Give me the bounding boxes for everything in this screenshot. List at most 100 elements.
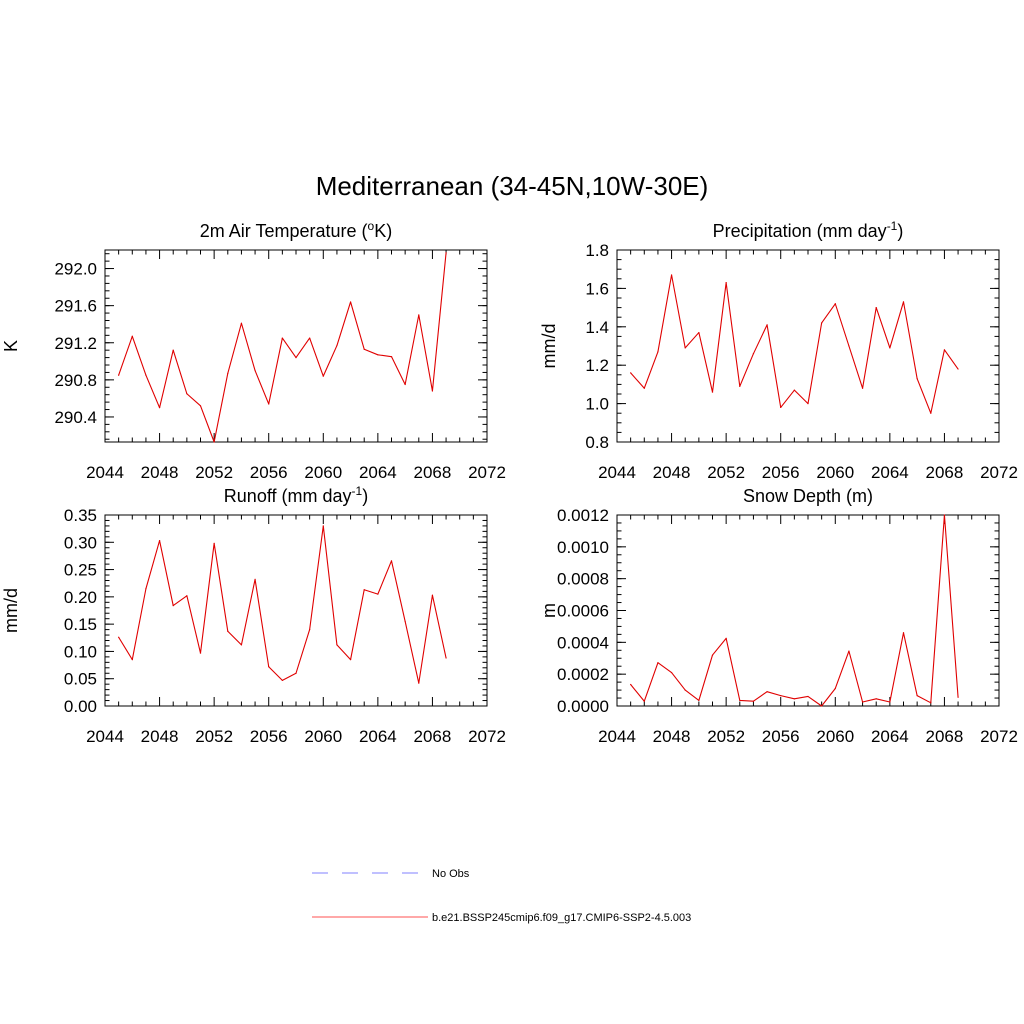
data-point <box>363 589 365 591</box>
data-point <box>172 349 174 351</box>
data-point <box>766 691 768 693</box>
x-tick-label: 2052 <box>707 727 745 746</box>
y-tick-label: 1.0 <box>585 395 609 414</box>
data-point <box>158 540 161 542</box>
data-point <box>145 374 147 376</box>
y-tick-label: 0.0008 <box>557 570 609 589</box>
data-point <box>630 372 632 374</box>
y-tick-label: 291.2 <box>54 334 97 353</box>
data-point <box>957 696 959 698</box>
figure-title: Mediterranean (34-45N,10W-30E) <box>316 171 709 201</box>
data-point <box>739 385 741 387</box>
data-point <box>363 348 365 350</box>
data-point <box>377 354 379 356</box>
data-point <box>752 700 755 702</box>
data-point <box>322 375 324 377</box>
data-point <box>711 654 714 656</box>
y-tick-label: 0.0010 <box>557 538 609 557</box>
x-tick-label: 2068 <box>926 727 964 746</box>
panel-1: 2044 2048 2052 2056 2060 2064 2068 2072 290.4 290… <box>1 219 506 482</box>
data-point <box>418 314 420 316</box>
data-point <box>725 282 727 284</box>
panel-title: Runoff (mm day-1) <box>224 484 368 506</box>
y-tick-label: 0.00 <box>64 697 97 716</box>
panel-title: 2m Air Temperature (oK) <box>200 219 392 241</box>
data-point <box>445 252 447 254</box>
data-point <box>821 322 823 324</box>
data-point <box>349 659 352 661</box>
x-tick-label: 2072 <box>468 727 506 746</box>
x-tick-label: 2052 <box>195 463 233 482</box>
data-point <box>834 303 836 305</box>
legend-obs-label: No Obs <box>432 868 470 880</box>
data-point <box>698 699 700 702</box>
data-point <box>254 369 256 372</box>
x-tick-label: 2064 <box>359 727 397 746</box>
data-point <box>657 662 659 664</box>
data-point <box>186 393 188 395</box>
y-tick-label: 0.35 <box>64 506 97 525</box>
y-tick-label: 0.0012 <box>557 506 609 525</box>
y-tick-label: 0.0002 <box>557 665 609 684</box>
y-tick-label: 290.4 <box>54 408 97 427</box>
data-point <box>431 594 434 596</box>
data-point <box>390 560 393 562</box>
data-point <box>793 389 795 391</box>
x-tick-label: 2064 <box>871 727 909 746</box>
x-tick-label: 2044 <box>598 463 636 482</box>
data-point <box>902 301 905 303</box>
x-tick-label: 2044 <box>86 463 124 482</box>
data-point <box>861 701 864 703</box>
data-point <box>322 525 324 527</box>
data-point <box>875 698 877 700</box>
x-tick-label: 2068 <box>414 727 452 746</box>
y-tick-label: 1.4 <box>585 318 609 337</box>
data-point <box>309 337 311 339</box>
data-point <box>404 383 406 386</box>
data-point <box>780 695 782 697</box>
data-point <box>213 441 215 443</box>
data-point <box>930 702 932 704</box>
panel-2: 2044 2048 2052 2056 2060 2064 2068 2072 0.8 1.0 1.… <box>539 219 1018 482</box>
x-tick-label: 2052 <box>195 727 233 746</box>
data-point <box>752 353 755 355</box>
y-tick-label: 0.8 <box>585 433 609 452</box>
x-tick-label: 2068 <box>926 463 964 482</box>
data-point <box>281 337 283 339</box>
data-point <box>861 387 864 389</box>
data-point <box>199 405 202 407</box>
data-point <box>780 406 782 409</box>
x-tick-label: 2048 <box>141 463 179 482</box>
data-point <box>186 595 188 597</box>
y-tick-label: 0.25 <box>64 561 97 580</box>
data-point <box>889 347 891 349</box>
x-tick-label: 2064 <box>871 463 909 482</box>
panel-title: Precipitation (mm day-1) <box>713 219 904 241</box>
data-point <box>684 347 686 349</box>
data-point <box>943 514 946 516</box>
data-point <box>336 344 338 347</box>
y-tick-label: 0.30 <box>64 533 97 552</box>
y-tick-label: 0.15 <box>64 615 97 634</box>
data-point <box>670 274 673 276</box>
x-tick-label: 2072 <box>468 463 506 482</box>
data-point <box>295 672 297 674</box>
data-point <box>807 403 809 405</box>
data-point <box>268 666 270 668</box>
y-tick-label: 1.2 <box>585 356 609 375</box>
y-axis-label: mm/d <box>539 324 559 369</box>
data-point <box>131 659 133 661</box>
data-point <box>834 687 836 690</box>
data-point <box>118 374 120 376</box>
x-tick-label: 2048 <box>653 463 691 482</box>
data-point <box>281 679 283 681</box>
y-axis-label: mm/d <box>1 588 21 633</box>
data-point <box>657 351 659 353</box>
data-point <box>930 412 932 414</box>
legend-model-label: b.e21.BSSP245cmip6.f09_g17.CMIP6-SSP2-4.… <box>432 912 691 924</box>
x-tick-label: 2044 <box>86 727 124 746</box>
data-point <box>404 620 406 623</box>
data-point <box>199 652 202 654</box>
data-point <box>240 322 243 324</box>
y-tick-label: 0.0004 <box>557 633 609 652</box>
